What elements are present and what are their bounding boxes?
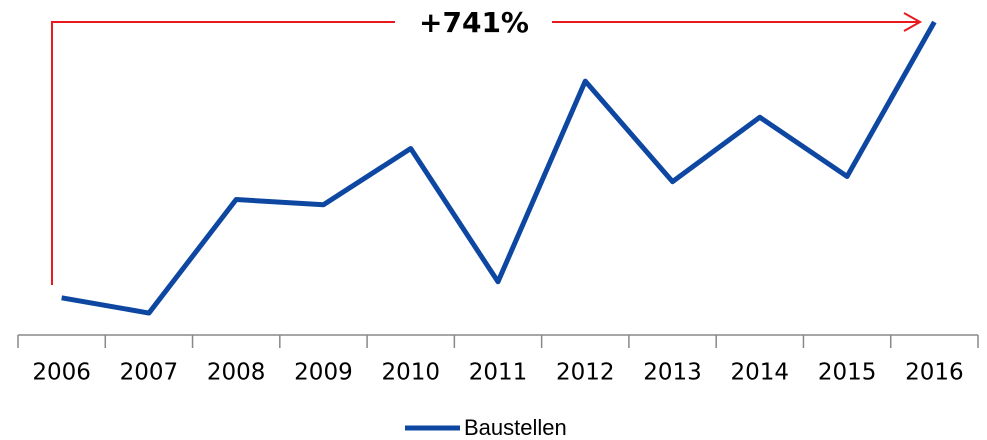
x-tick-label: 2011 — [469, 360, 528, 386]
x-tick-label: 2016 — [905, 360, 964, 386]
arrow-line-left — [51, 21, 395, 285]
x-tick-label: 2014 — [731, 360, 790, 386]
legend-label: Baustellen — [464, 415, 567, 440]
growth-arrow — [51, 12, 923, 285]
x-tick-label: 2009 — [294, 360, 353, 386]
annotation: +741% — [419, 6, 529, 39]
x-tick-label: 2008 — [207, 360, 266, 386]
arrow-head — [903, 12, 923, 32]
series-line — [61, 20, 937, 316]
x-tick-label: 2015 — [818, 360, 877, 386]
x-tick-label: 2007 — [120, 360, 179, 386]
x-tick-label: 2006 — [32, 360, 91, 386]
x-tick-label: 2013 — [643, 360, 702, 386]
x-tick-label: 2010 — [381, 360, 440, 386]
x-tick-label: 2012 — [556, 360, 615, 386]
